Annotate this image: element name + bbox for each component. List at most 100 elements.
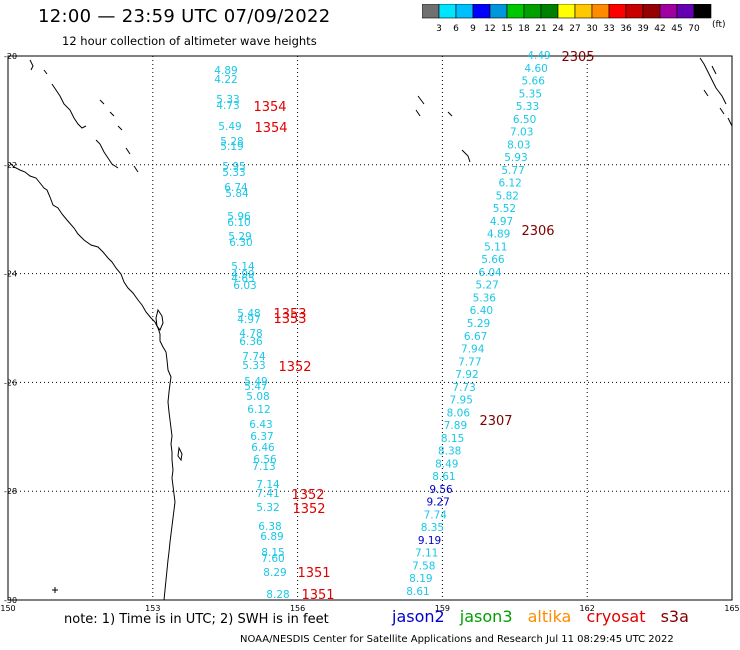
page-title: 12:00 — 23:59 UTC 07/09/2022 xyxy=(38,6,331,27)
wave-height-value: 4.99 xyxy=(231,269,254,281)
wave-height-value: 9.56 xyxy=(429,484,453,496)
lat-label: -24 xyxy=(4,270,17,279)
scale-swatch xyxy=(693,4,712,19)
wave-height-value: 6.30 xyxy=(229,237,252,249)
wave-height-value: 5.27 xyxy=(475,280,498,292)
color-scale: 3 6 9 12 15 18 21 24 27 30 33 36 39 42 45 70 xyxy=(422,4,712,34)
wave-height-value: 7.60 xyxy=(261,553,284,565)
wave-height-value: 8.15 xyxy=(441,433,464,445)
wave-height-value: 5.29 xyxy=(467,318,490,330)
wave-height-value: 5.66 xyxy=(481,254,505,266)
wave-height-value: 5.77 xyxy=(501,165,524,177)
wave-height-value: 6.43 xyxy=(249,419,272,431)
scale-tick-label: 30 xyxy=(586,24,598,34)
pass-label: 1354 xyxy=(254,121,287,136)
lon-label: 162 xyxy=(580,604,595,613)
wave-height-value: 5.28 xyxy=(220,136,243,148)
scale-tick-label: 70 xyxy=(688,24,700,34)
lat-label: -20 xyxy=(4,52,17,61)
wave-height-value: 6.12 xyxy=(247,404,270,416)
wave-height-value: 5.19 xyxy=(220,141,243,153)
scale-tick-label: 21 xyxy=(535,24,546,34)
wave-height-value: 8.28 xyxy=(266,589,289,601)
lon-label: 156 xyxy=(290,604,305,613)
scale-tick-label: 45 xyxy=(671,24,682,34)
wave-height-value: 6.36 xyxy=(239,336,263,348)
track-east: 4.494.605.665.355.336.507.038.035.935.77… xyxy=(406,50,550,598)
wave-height-value: 7.73 xyxy=(452,382,475,394)
wave-height-value: 6.10 xyxy=(227,217,250,229)
pass-label: 1352 xyxy=(292,502,325,517)
moreton-island xyxy=(177,446,183,462)
wave-height-value: 6.56 xyxy=(253,454,277,466)
pass-label: 2306 xyxy=(521,224,554,239)
wave-height-value: 7.94 xyxy=(461,344,485,356)
map-grid xyxy=(8,56,732,600)
wave-height-value: 7.77 xyxy=(458,356,481,368)
cape-york-fragment xyxy=(29,59,119,169)
map-marker xyxy=(52,587,58,593)
wave-height-value: 5.33 xyxy=(242,360,265,372)
wave-height-value: 6.50 xyxy=(513,114,536,126)
wave-height-value: 8.61 xyxy=(406,586,429,598)
wave-height-value: 5.48 xyxy=(237,308,260,320)
wave-height-value: 6.38 xyxy=(258,521,281,533)
wave-height-value: 4.89 xyxy=(487,229,510,241)
wave-height-value: 7.95 xyxy=(450,395,473,407)
wave-height-value: 5.84 xyxy=(225,188,249,200)
pass-label: 1351 xyxy=(301,588,334,603)
pass-label: 1352 xyxy=(278,360,311,375)
legend-altika: altika xyxy=(527,607,572,626)
wave-height-value: 5.49 xyxy=(218,121,241,133)
wave-height-value: 7.14 xyxy=(256,479,280,491)
wave-height-value: 7.11 xyxy=(415,548,438,560)
wave-height-value: 5.14 xyxy=(231,261,255,273)
wave-height-value: 4.60 xyxy=(524,63,547,75)
pass-label: 2305 xyxy=(561,50,594,65)
wave-height-value: 5.47 xyxy=(244,381,267,393)
wave-height-value: 6.74 xyxy=(224,182,248,194)
wave-height-value: 6.67 xyxy=(464,331,487,343)
wave-height-value: 8.29 xyxy=(263,567,286,579)
wave-height-value: 5.49 xyxy=(244,376,267,388)
wave-height-value: 7.58 xyxy=(412,560,435,572)
wave-height-value: 9.19 xyxy=(418,535,441,547)
pass-label: 1353 xyxy=(273,312,306,327)
wave-height-value: 5.95 xyxy=(222,161,245,173)
scale-tick-label: 15 xyxy=(501,24,512,34)
wave-height-value: 7.74 xyxy=(424,509,448,521)
wave-height-value: 8.06 xyxy=(447,407,471,419)
pass-labels: 2305135413542306135313531352230713521352… xyxy=(253,50,594,603)
wave-height-value: 7.92 xyxy=(455,369,478,381)
wave-height-value: 6.03 xyxy=(233,280,256,292)
lon-label: 165 xyxy=(724,604,739,613)
wave-height-value: 5.33 xyxy=(222,167,245,179)
wave-height-value: 8.61 xyxy=(432,471,455,483)
pass-label: 1353 xyxy=(273,307,306,322)
lat-label: -26 xyxy=(4,378,17,387)
wave-height-value: 4.73 xyxy=(216,100,239,112)
wave-height-value: 7.13 xyxy=(252,461,275,473)
lat-label: -28 xyxy=(4,487,17,496)
legend-s3a: s3a xyxy=(660,607,689,626)
coastline xyxy=(9,57,733,601)
wave-height-value: 7.41 xyxy=(256,488,279,500)
wave-height-value: 5.96 xyxy=(227,211,251,223)
wave-height-value: 5.33 xyxy=(216,94,239,106)
scale-tick-label: 9 xyxy=(470,24,476,34)
wave-height-value: 4.65 xyxy=(231,273,254,285)
scale-tick-label: 6 xyxy=(453,24,459,34)
wave-height-value: 8.49 xyxy=(435,458,458,470)
wave-height-value: 5.33 xyxy=(516,101,539,113)
lon-label: 150 xyxy=(0,604,15,613)
australia-coastline xyxy=(9,162,176,601)
footnote: note: 1) Time is in UTC; 2) SWH is in fe… xyxy=(64,612,329,627)
page-subtitle: 12 hour collection of altimeter wave hei… xyxy=(62,34,317,48)
wave-height-value: 4.22 xyxy=(214,74,237,86)
wave-height-value: 5.82 xyxy=(496,190,519,202)
wave-height-value: 6.46 xyxy=(251,442,275,454)
wave-height-value: 8.38 xyxy=(438,446,461,458)
wave-height-value: 8.15 xyxy=(261,547,284,559)
